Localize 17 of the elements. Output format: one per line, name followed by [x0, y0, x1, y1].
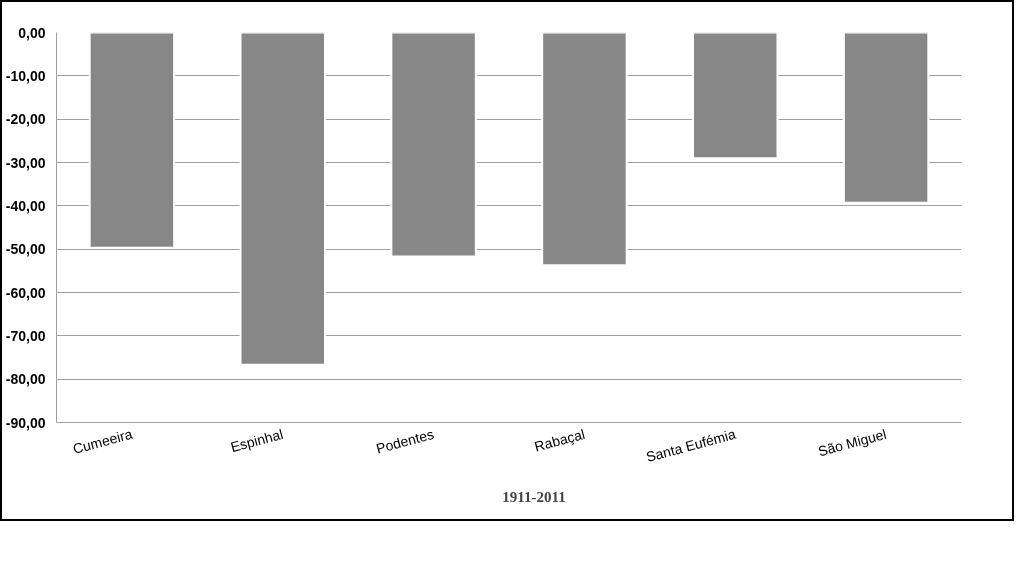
- y-tick-label: -50,00: [5, 241, 46, 258]
- x-tick-label: Santa Eufémia: [644, 425, 738, 465]
- text: 1911-2011: [502, 488, 566, 506]
- y-tick-label: -80,00: [5, 371, 46, 388]
- y-tick-label: -70,00: [5, 327, 46, 344]
- x-tick-label: Rabaçal: [532, 425, 587, 455]
- y-tick-label: -30,00: [5, 154, 46, 171]
- x-tick-label: São Miguel: [816, 425, 889, 460]
- y-tick-label: -20,00: [5, 111, 46, 128]
- x-tick-label: Podentes: [374, 425, 436, 457]
- y-tick-label: -60,00: [5, 284, 46, 301]
- y-tick-label: -40,00: [5, 197, 46, 214]
- x-tick-label: Cumeeira: [71, 425, 135, 457]
- x-tick-label: Espinhal: [228, 425, 285, 456]
- y-tick-label: -90,00: [5, 414, 46, 431]
- y-tick-label: -10,00: [5, 67, 46, 84]
- y-tick-label: 0,00: [18, 24, 46, 41]
